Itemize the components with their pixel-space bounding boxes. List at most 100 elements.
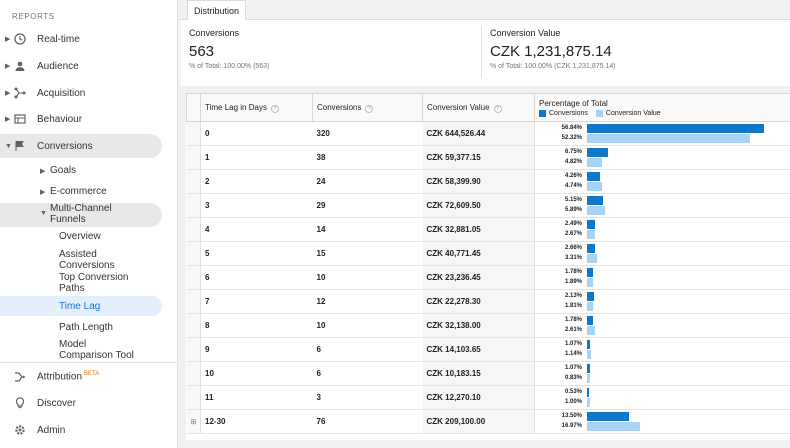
conversion-value-bar <box>587 277 593 287</box>
cell-percentage: 1.07% 0.83% <box>534 361 790 386</box>
nav-label-line1: Multi-Channel <box>50 203 112 214</box>
nav-ecommerce[interactable]: E-commerce <box>50 186 107 197</box>
row-expand <box>186 313 201 338</box>
expand-icon[interactable]: ⊞ <box>190 419 197 426</box>
metric-conversion-value: Conversion Value CZK 1,231,875.14 % of T… <box>490 28 616 70</box>
help-icon[interactable]: ? <box>493 104 502 113</box>
nav-multi-channel-funnels[interactable]: Multi-Channel Funnels <box>50 203 112 225</box>
help-icon[interactable]: ? <box>270 104 279 113</box>
nav-label-line1: Model <box>59 339 87 350</box>
cell-conversions: 29 <box>312 193 423 218</box>
nav-assisted-conversions[interactable]: Assisted Conversions <box>59 249 115 271</box>
cell-conversion-value: CZK 32,881.05 <box>422 217 535 242</box>
nav-label: Acquisition <box>37 87 86 99</box>
gear-icon <box>14 424 26 436</box>
pct-bars: 1.78% 1.89% <box>537 267 789 289</box>
row-expand[interactable]: ⊞ <box>186 409 201 434</box>
metric-label: Conversions <box>189 28 240 38</box>
pct-bars: 5.15% 5.89% <box>537 195 789 217</box>
pct-bars: 0.53% 1.00% <box>537 387 789 409</box>
behaviour-icon <box>14 113 26 125</box>
cell-conversions: 12 <box>312 289 423 314</box>
nav-path-length[interactable]: Path Length <box>59 322 113 333</box>
time-lag-highlight <box>0 296 162 316</box>
cell-conversion-value: CZK 644,526.44 <box>422 121 535 146</box>
pct-value-label: 4.82% <box>564 158 582 165</box>
cell-conversions: 10 <box>312 265 423 290</box>
cell-time-lag: 10 <box>200 361 313 386</box>
cell-conversion-value: CZK 209,100.00 <box>422 409 535 434</box>
pct-bars: 13.50% 16.97% <box>537 411 789 433</box>
nav-goals[interactable]: Goals <box>50 165 77 176</box>
cell-percentage: 56.84% 52.32% <box>534 121 790 146</box>
cell-percentage: 0.53% 1.00% <box>534 385 790 410</box>
cell-conversions: 15 <box>312 241 423 266</box>
table-row: 3 29 CZK 72,609.50 5.15% 5.89% <box>186 193 790 218</box>
pct-bars: 2.49% 2.67% <box>537 219 789 241</box>
conversions-bar <box>587 147 609 157</box>
cell-percentage: 2.66% 3.31% <box>534 241 790 266</box>
conversion-value-bar <box>587 133 750 143</box>
legend-swatch-value <box>595 109 603 117</box>
table-body: 0 320 CZK 644,526.44 56.84% 52.32% 1 38 CZK 59,… <box>186 121 790 434</box>
cell-percentage: 5.15% 5.89% <box>534 193 790 218</box>
header-conversions[interactable]: Conversions? <box>312 93 423 122</box>
sidebar: REPORTS ▶ Real-time ▶ Audience ▶ Acquisi… <box>0 0 178 448</box>
nav-overview[interactable]: Overview <box>59 231 101 242</box>
pct-bars: 56.84% 52.32% <box>537 123 789 145</box>
conversions-bar <box>587 291 594 301</box>
pct-value-label: 1.89% <box>564 278 582 285</box>
cell-conversion-value: CZK 22,278.30 <box>422 289 535 314</box>
nav-time-lag[interactable]: Time Lag <box>59 301 101 312</box>
conversion-value-bar <box>587 181 602 191</box>
conversion-value-bar <box>587 397 591 407</box>
tab-distribution[interactable]: Distribution <box>187 0 247 20</box>
conversions-bar <box>587 411 630 421</box>
pct-conversions-label: 2.49% <box>564 220 582 227</box>
conversions-bar <box>587 123 764 133</box>
row-expand <box>186 169 201 194</box>
time-lag-table: Time Lag in Days? Conversions? Conversio… <box>186 93 790 434</box>
table-row: ⊞ 12-30 76 CZK 209,100.00 13.50% 16.97% <box>186 409 790 434</box>
table-row: 11 3 CZK 12,270.10 0.53% 1.00% <box>186 385 790 410</box>
conversion-value-bar <box>587 373 590 383</box>
person-icon <box>14 60 26 72</box>
nav-conversions[interactable]: ▼ Conversions <box>0 134 162 158</box>
table-row: 2 24 CZK 58,399.90 4.26% 4.74% <box>186 169 790 194</box>
row-expand <box>186 193 201 218</box>
pct-value-label: 4.74% <box>564 182 582 189</box>
metric-divider <box>481 26 482 78</box>
header-conversion-value[interactable]: Conversion Value? <box>422 93 535 122</box>
help-icon[interactable]: ? <box>365 104 374 113</box>
conversion-value-bar <box>587 253 598 263</box>
pct-bars: 1.78% 2.61% <box>537 315 789 337</box>
nav-label-line2: Funnels <box>50 214 86 225</box>
cell-conversions: 24 <box>312 169 423 194</box>
header-time-lag[interactable]: Time Lag in Days? <box>200 93 313 122</box>
pct-bars: 1.07% 1.14% <box>537 339 789 361</box>
row-expand <box>186 289 201 314</box>
conversions-bar <box>587 195 604 205</box>
cell-conversion-value: CZK 72,609.50 <box>422 193 535 218</box>
pct-conversions-label: 4.26% <box>564 172 582 179</box>
conversions-bar <box>587 315 593 325</box>
caret-down-icon: ▼ <box>40 210 47 217</box>
pct-value-label: 2.67% <box>564 230 582 237</box>
nav-label-line2: Comparison Tool <box>59 350 134 361</box>
cell-conversions: 3 <box>312 385 423 410</box>
nav-top-conversion-paths[interactable]: Top Conversion Paths <box>59 272 128 294</box>
table-row: 5 15 CZK 40,771.45 2.66% 3.31% <box>186 241 790 266</box>
nav-label: Audience <box>37 60 79 72</box>
metric-value: 563 <box>189 43 215 60</box>
pct-bars: 2.13% 1.81% <box>537 291 789 313</box>
cell-conversions: 38 <box>312 145 423 170</box>
pct-conversions-label: 2.66% <box>564 244 582 251</box>
pct-conversions-label: 1.78% <box>564 316 582 323</box>
cell-conversion-value: CZK 12,270.10 <box>422 385 535 410</box>
table-row: 7 12 CZK 22,278.30 2.13% 1.81% <box>186 289 790 314</box>
cell-conversion-value: CZK 32,138.00 <box>422 313 535 338</box>
pct-bars: 4.26% 4.74% <box>537 171 789 193</box>
cell-conversion-value: CZK 40,771.45 <box>422 241 535 266</box>
nav-model-comparison-tool[interactable]: Model Comparison Tool <box>59 339 134 361</box>
pct-value-label: 0.83% <box>564 374 582 381</box>
